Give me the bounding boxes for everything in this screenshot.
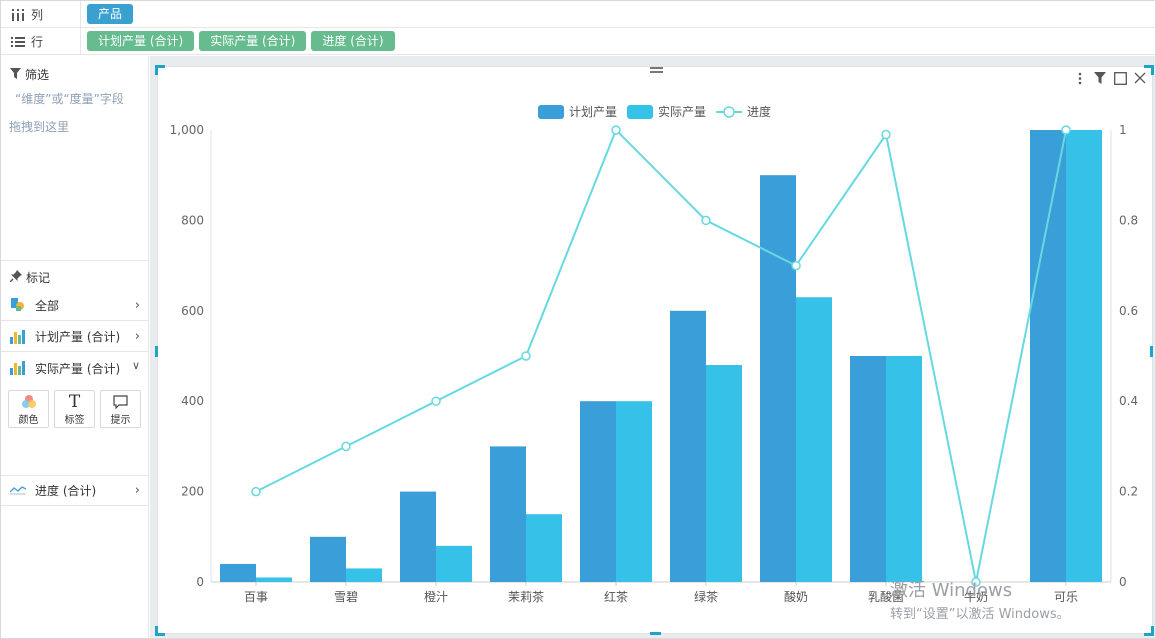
bar-chart-icon [10, 329, 26, 344]
maximize-icon[interactable] [1113, 70, 1127, 86]
rows-shelf-header: 行 [11, 28, 81, 55]
color-palette-icon [21, 393, 37, 411]
chevron-right-icon: › [134, 483, 140, 498]
marks-row-planned[interactable]: 计划产量 (合计) › [1, 322, 148, 352]
pill-planned-output[interactable]: 计划产量 (合计) [87, 31, 195, 51]
marks-row-label: 进度 (合计) [35, 484, 97, 498]
left-panel: 筛选 “维度”或“度量”字段 拖拽到这里 标记 全部 › 计划产量 (合计) ›… [1, 56, 149, 638]
resize-corner-bl[interactable] [155, 626, 165, 636]
bar-chart-icon [10, 361, 26, 375]
pill-progress[interactable]: 进度 (合计) [311, 31, 395, 51]
close-icon[interactable] [1133, 70, 1147, 86]
rows-icon [11, 35, 25, 49]
columns-shelf-label: 列 [31, 8, 44, 22]
tooltip-button[interactable]: 提示 [100, 390, 141, 428]
rows-pills: 计划产量 (合计) 实际产量 (合计) 进度 (合计) [87, 31, 395, 51]
label-button-label: 标签 [64, 414, 85, 426]
resize-handle-bottom[interactable] [650, 632, 661, 635]
resize-corner-tr[interactable] [1144, 65, 1154, 75]
color-button-label: 颜色 [18, 414, 39, 426]
resize-handle-left[interactable] [155, 346, 158, 357]
columns-icon [11, 8, 25, 22]
tooltip-icon [113, 393, 128, 411]
columns-pills: 产品 [87, 4, 134, 24]
filter-drop-hint[interactable]: “维度”或“度量”字段 [15, 92, 124, 106]
chevron-down-icon: ∨ [131, 359, 140, 372]
filter-icon [10, 67, 21, 82]
chevron-right-icon: › [134, 329, 140, 344]
color-button[interactable]: 颜色 [8, 390, 49, 428]
drag-handle-icon[interactable] [650, 67, 663, 76]
chevron-right-icon: › [134, 298, 140, 313]
resize-corner-br[interactable] [1144, 626, 1154, 636]
marks-row-actual[interactable]: 实际产量 (合计) ∨ [1, 353, 148, 383]
tooltip-button-label: 提示 [110, 414, 131, 426]
filter-drop-hint-2[interactable]: 拖拽到这里 [9, 120, 70, 134]
more-options-icon[interactable] [1073, 70, 1087, 86]
label-button[interactable]: T 标签 [54, 390, 95, 428]
marks-row-label: 计划产量 (合计) [35, 330, 121, 344]
columns-shelf: 列 产品 [1, 1, 1155, 28]
marks-header: 标记 [9, 269, 51, 286]
pill-product[interactable]: 产品 [87, 4, 134, 24]
windows-activation-hint: 转到“设置”以激活 Windows。 [890, 607, 1070, 622]
windows-activation-watermark: 激活 Windows [890, 580, 1013, 601]
chart-toolbar [1073, 70, 1147, 86]
marks-row-label: 实际产量 (合计) [35, 361, 121, 376]
chart-card[interactable] [157, 66, 1153, 634]
resize-corner-tl[interactable] [155, 65, 165, 75]
marks-row-all[interactable]: 全部 › [1, 291, 148, 321]
marks-title: 标记 [26, 271, 51, 285]
marks-row-label: 全部 [35, 299, 60, 313]
marks-row-progress[interactable]: 进度 (合计) › [1, 475, 148, 506]
shapes-icon [10, 297, 26, 314]
filter-icon[interactable] [1093, 70, 1107, 86]
rows-shelf: 行 计划产量 (合计) 实际产量 (合计) 进度 (合计) [1, 28, 1155, 55]
pin-icon [9, 270, 22, 285]
filter-title: 筛选 [25, 68, 50, 82]
text-label-icon: T [68, 391, 81, 412]
resize-handle-right[interactable] [1150, 346, 1153, 357]
filter-header: 筛选 [10, 66, 49, 83]
mark-property-buttons: 颜色 T 标签 提示 [8, 390, 141, 428]
columns-shelf-header: 列 [11, 1, 81, 28]
pill-actual-output[interactable]: 实际产量 (合计) [199, 31, 307, 51]
divider [1, 260, 148, 261]
line-chart-icon [9, 483, 27, 498]
rows-shelf-label: 行 [31, 35, 44, 49]
